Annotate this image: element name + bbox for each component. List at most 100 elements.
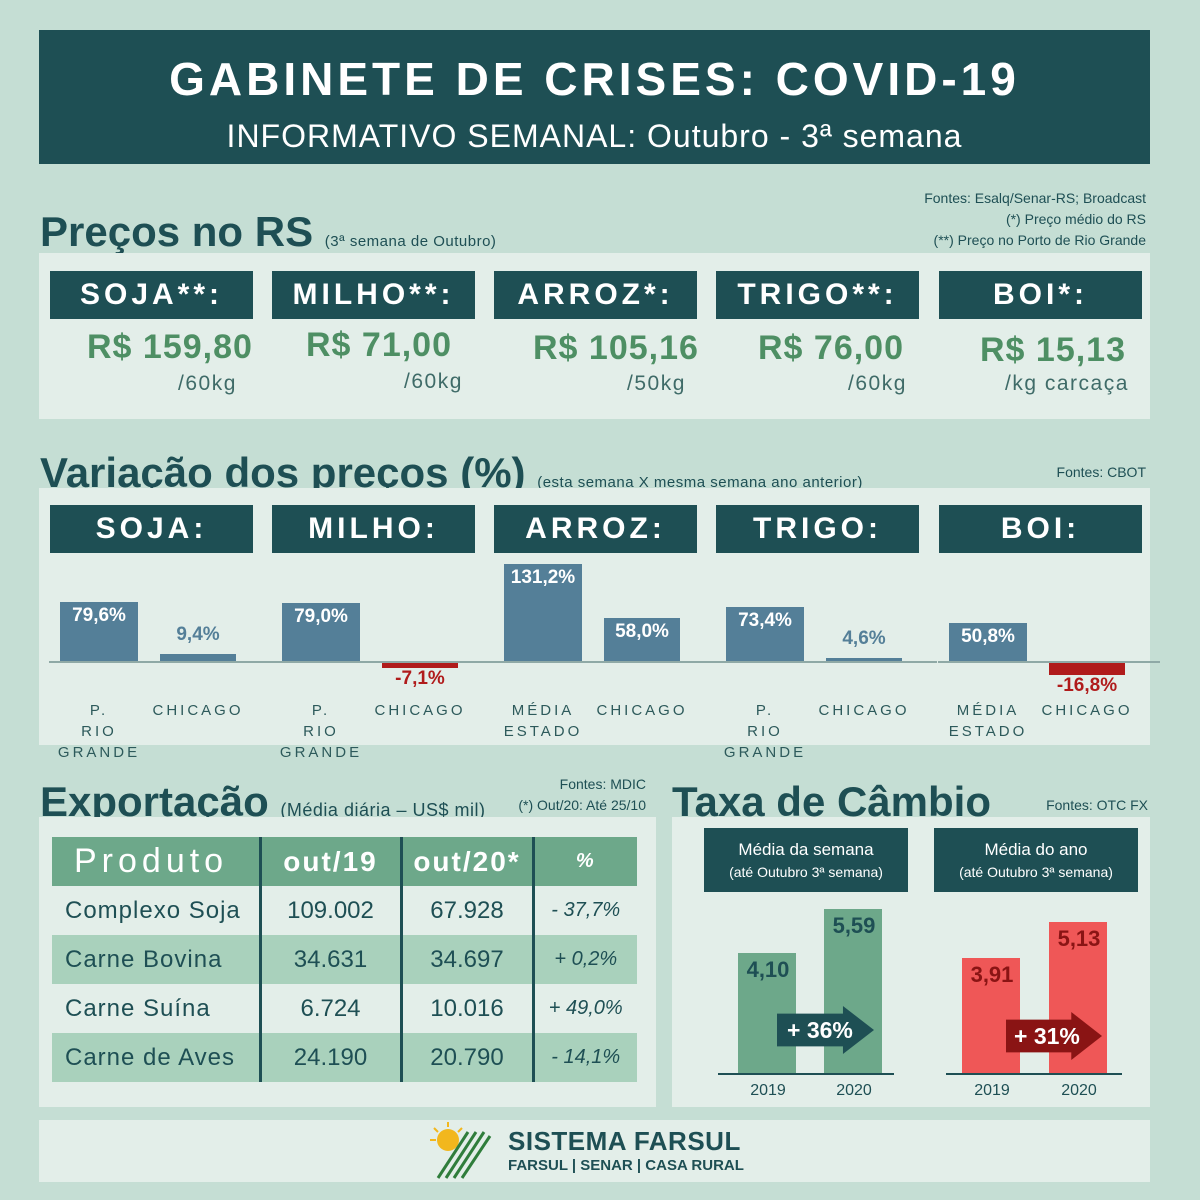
price-unit-milho: /60kg — [404, 370, 463, 393]
cell-out20: 20.790 — [401, 1033, 535, 1082]
page-title: GABINETE DE CRISES: COVID-19 — [169, 53, 1020, 105]
chart-category-label: P. RIO GRANDE — [279, 702, 363, 761]
exportacao-heading-note: (Média diária – US$ mil) — [280, 800, 486, 820]
cambio-label-ano-title: Média do ano — [984, 840, 1088, 859]
cell-out19: 6.724 — [260, 984, 403, 1033]
price-label-soja: SOJA**: — [50, 271, 253, 319]
chart-category-label: CHICAGO — [152, 702, 244, 719]
price-value-trigo: R$ 76,00 — [758, 329, 904, 367]
price-label-milho: MILHO**: — [272, 271, 475, 319]
var-label-boi: BOI: — [939, 505, 1142, 553]
cell-pct: + 0,2% — [533, 935, 637, 984]
chart-category-label: 2020 — [836, 1082, 872, 1099]
chart-baseline — [718, 1073, 894, 1075]
header-banner: GABINETE DE CRISES: COVID-19 INFORMATIVO… — [39, 30, 1150, 164]
price-label-arroz: ARROZ*: — [494, 271, 697, 319]
chart-category-label: MÉDIA ESTADO — [503, 702, 583, 740]
chart-category-label: CHICAGO — [374, 702, 466, 719]
chart-bar — [282, 602, 360, 661]
table-row: Carne de Aves 24.190 20.790 - 14,1% — [52, 1033, 637, 1082]
chart-value-label: -16,8% — [1056, 675, 1118, 697]
price-unit-arroz: /50kg — [627, 372, 686, 395]
footer-sub: FARSUL | SENAR | CASA RURAL — [508, 1157, 744, 1174]
precos-heading-text: Preços no RS — [40, 208, 314, 255]
col-header-out20: out/20* — [401, 837, 535, 886]
chart-bar — [1049, 663, 1125, 676]
cell-out20: 34.697 — [401, 935, 535, 984]
price-value-arroz: R$ 105,16 — [533, 329, 699, 367]
precos-source-line: Fontes: Esalq/Senar-RS; Broadcast — [924, 190, 1146, 206]
page-subtitle: INFORMATIVO SEMANAL: Outubro - 3ª semana — [226, 118, 963, 154]
variacao-heading-note: (esta semana X mesma semana ano anterior… — [537, 474, 863, 491]
chart-category-label: CHICAGO — [818, 702, 910, 719]
chart-bar — [604, 618, 680, 661]
price-unit-soja: /60kg — [178, 372, 237, 395]
chart-value-label: 9,4% — [176, 624, 220, 646]
price-unit-trigo: /60kg — [848, 372, 907, 395]
chart-value-label: 3,91 — [970, 962, 1014, 988]
cambio-ano-change: + 31% — [1014, 1023, 1080, 1049]
var-label-soja: SOJA: — [50, 505, 253, 553]
price-label-boi: BOI*: — [939, 271, 1142, 319]
chart-value-label: 5,13 — [1057, 926, 1101, 952]
price-value-milho: R$ 71,00 — [306, 326, 452, 364]
cell-pct: + 49,0% — [533, 984, 637, 1033]
col-header-out19: out/19 — [260, 837, 403, 886]
cell-produto: Carne Suína — [52, 984, 262, 1033]
chart-bar — [60, 602, 138, 661]
precos-sources: Fontes: Esalq/Senar-RS; Broadcast (*) Pr… — [924, 188, 1146, 251]
chart-category-label: 2020 — [1061, 1082, 1097, 1099]
cell-produto: Carne Bovina — [52, 935, 262, 984]
precos-heading: Preços no RS (3ª semana de Outubro) — [40, 208, 496, 256]
price-label-trigo: TRIGO**: — [716, 271, 919, 319]
cambio-label-ano-sub: (até Outubro 3ª semana) — [959, 864, 1113, 880]
chart-category-label: MÉDIA ESTADO — [948, 702, 1028, 740]
chart-bar — [962, 958, 1020, 1073]
cell-out20: 67.928 — [401, 886, 535, 935]
chart-baseline — [49, 661, 271, 663]
exportacao-source-line: (*) Out/20: Até 25/10 — [518, 797, 646, 813]
chart-category-label: P. RIO GRANDE — [57, 702, 141, 761]
cell-out20: 10.016 — [401, 984, 535, 1033]
chart-value-label: 79,6% — [72, 605, 126, 627]
precos-source-line: (**) Preço no Porto de Rio Grande — [933, 232, 1146, 248]
chart-baseline — [271, 661, 493, 663]
cambio-semana-change: + 36% — [787, 1017, 853, 1043]
cambio-label-semana-title: Média da semana — [738, 840, 874, 859]
chart-bar — [826, 657, 902, 661]
cell-out19: 34.631 — [260, 935, 403, 984]
price-unit-boi: /kg carcaça — [1005, 372, 1129, 395]
chart-value-label: -7,1% — [395, 668, 445, 690]
chart-baseline — [946, 1073, 1122, 1075]
table-row: Complexo Soja 109.002 67.928 - 37,7% — [52, 886, 637, 935]
cell-produto: Complexo Soja — [52, 886, 262, 935]
chart-category-label: P. RIO GRANDE — [723, 702, 807, 761]
footer-brand: SISTEMA FARSUL — [508, 1126, 741, 1156]
cambio-label-semana: Média da semana (até Outubro 3ª semana) — [704, 828, 908, 892]
cell-pct: - 37,7% — [533, 886, 637, 935]
price-value-boi: R$ 15,13 — [980, 331, 1126, 369]
col-header-produto: Produto — [52, 837, 262, 886]
chart-category-label: 2019 — [974, 1082, 1010, 1099]
chart-baseline — [715, 661, 937, 663]
table-row: Carne Bovina 34.631 34.697 + 0,2% — [52, 935, 637, 984]
var-label-milho: MILHO: — [272, 505, 475, 553]
chart-bar — [738, 952, 796, 1073]
chart-value-label: 73,4% — [738, 609, 792, 631]
chart-value-label: 5,59 — [832, 913, 876, 938]
export-table: Produto out/19 out/20* % Complexo Soja 1… — [52, 837, 637, 1082]
col-header-pct: % — [533, 837, 637, 886]
chart-bar — [949, 623, 1027, 661]
chart-bar — [160, 654, 236, 661]
variacao-source: Fontes: CBOT — [1056, 464, 1146, 480]
chart-value-label: 58,0% — [615, 621, 669, 643]
chart-category-label: CHICAGO — [596, 702, 688, 719]
chart-value-label: 4,10 — [746, 956, 790, 982]
precos-source-line: (*) Preço médio do RS — [1005, 211, 1146, 227]
cell-pct: - 14,1% — [533, 1033, 637, 1082]
var-label-arroz: ARROZ: — [494, 505, 697, 553]
cell-produto: Carne de Aves — [52, 1033, 262, 1082]
chart-bar — [382, 663, 458, 669]
footer-panel — [39, 1120, 1150, 1182]
chart-baseline — [938, 661, 1160, 663]
